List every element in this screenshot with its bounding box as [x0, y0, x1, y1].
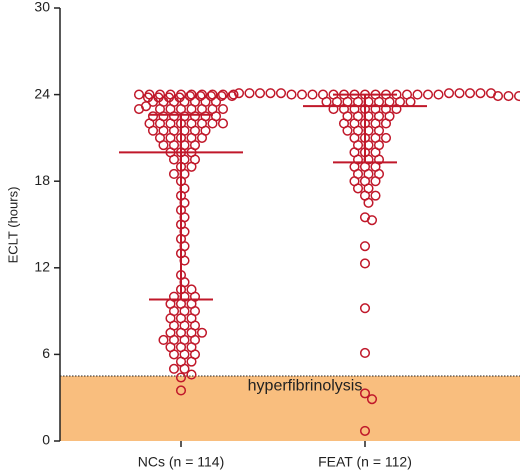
data-point [168, 168, 180, 180]
data-point [244, 88, 255, 99]
data-point [359, 425, 371, 436]
data-point [196, 132, 208, 143]
data-point [307, 89, 318, 100]
data-point [196, 327, 208, 338]
data-point [158, 334, 169, 346]
data-point [142, 92, 154, 103]
data-point [454, 88, 465, 99]
data-point [175, 372, 187, 383]
data-point [184, 90, 196, 102]
data-point [503, 90, 514, 102]
data-point [174, 92, 185, 103]
hyperfibrinolysis-region [60, 376, 520, 441]
y-tick-label: 0 [42, 432, 50, 448]
data-point [153, 92, 164, 103]
data-point [366, 215, 378, 226]
data-point [359, 347, 371, 359]
data-point [163, 92, 175, 103]
data-point [217, 118, 229, 129]
data-point [359, 258, 371, 269]
data-point [286, 89, 297, 100]
data-point [195, 90, 206, 102]
data-point [179, 363, 190, 374]
data-point [433, 89, 444, 100]
data-point [296, 89, 308, 100]
data-point [133, 103, 145, 115]
data-point [366, 394, 378, 405]
data-point [226, 90, 238, 102]
data-point [422, 89, 434, 100]
data-point [186, 356, 197, 367]
data-point [370, 176, 381, 187]
data-point [359, 388, 371, 399]
data-point [216, 90, 227, 102]
data-point [186, 369, 197, 380]
data-point [265, 88, 276, 99]
threshold-label: hyperfibrinolysis [248, 378, 363, 395]
data-point [464, 88, 476, 99]
data-point [359, 303, 371, 314]
data-point [352, 183, 364, 194]
y-tick-label: 12 [34, 259, 50, 275]
data-point [328, 103, 339, 115]
data-point [321, 96, 332, 107]
data-point [133, 89, 145, 100]
data-point [492, 90, 504, 102]
data-point [275, 88, 287, 99]
y-tick-label: 18 [34, 172, 50, 188]
data-point [342, 125, 353, 136]
data-point [168, 363, 180, 374]
data-point [147, 125, 159, 136]
data-point [158, 140, 169, 151]
data-point [186, 161, 197, 172]
data-point [168, 349, 180, 360]
data-point [205, 90, 217, 102]
y-tick-label: 30 [34, 0, 50, 15]
data-point [175, 385, 187, 396]
data-point [380, 118, 392, 129]
x-tick-label: FEAT (n = 112) [318, 454, 412, 470]
data-point [359, 241, 371, 252]
data-point [228, 89, 239, 100]
data-point [513, 90, 520, 102]
data-point [168, 154, 180, 165]
data-point [475, 88, 486, 99]
data-point [443, 88, 455, 99]
data-point [370, 190, 381, 201]
data-point [391, 103, 402, 115]
data-point [254, 88, 266, 99]
y-axis-label: ECLT (hours) [5, 187, 20, 264]
data-point [217, 103, 229, 115]
data-point [380, 132, 392, 143]
data-point [405, 96, 416, 107]
x-tick-label: NCs (n = 114) [138, 454, 225, 470]
y-tick-label: 24 [34, 85, 50, 101]
y-tick-label: 6 [42, 345, 50, 361]
data-point [207, 118, 218, 129]
data-point [363, 197, 374, 208]
data-point [412, 89, 423, 100]
